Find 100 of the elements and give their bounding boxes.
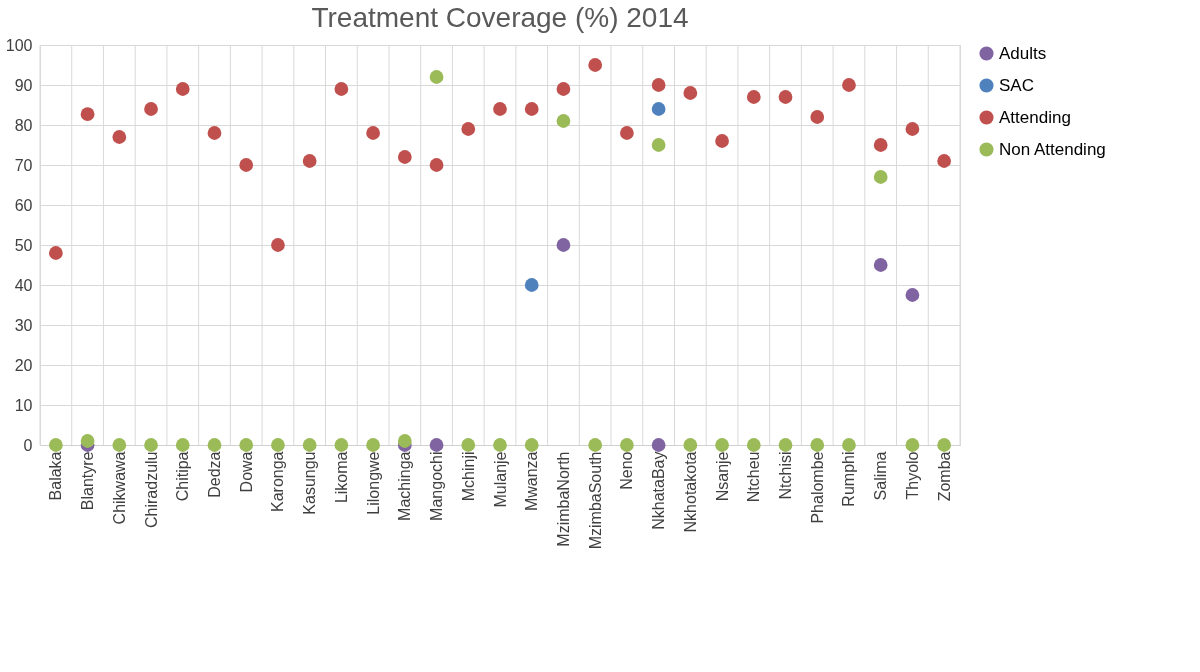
point <box>429 70 444 84</box>
x-tick-label: Zomba <box>935 451 953 502</box>
point <box>239 438 254 452</box>
point <box>112 438 127 452</box>
point <box>842 438 856 452</box>
point <box>905 122 920 136</box>
y-tick-label: 80 <box>14 116 33 134</box>
point <box>144 102 158 116</box>
point <box>810 110 825 124</box>
point <box>334 82 349 96</box>
point <box>620 126 634 140</box>
y-tick-label: 60 <box>14 196 33 214</box>
point <box>588 58 603 72</box>
point <box>715 134 729 148</box>
point <box>683 438 698 452</box>
x-tick-label: Chiradzulu <box>142 451 160 528</box>
y-tick-label: 70 <box>14 156 33 174</box>
y-tick-label: 30 <box>14 316 33 334</box>
x-tick-label: Machinga <box>396 451 414 521</box>
x-tick-label: Chitipa <box>174 451 192 502</box>
x-tick-label: MzimbaSouth <box>586 451 604 550</box>
chart-title: Treatment Coverage (%) 2014 <box>311 2 689 33</box>
point <box>397 150 412 164</box>
point <box>556 82 571 96</box>
x-tick-label: Dowa <box>237 451 255 493</box>
point <box>207 126 222 140</box>
x-tick-label: Ntcheu <box>745 451 763 503</box>
point <box>651 138 666 152</box>
x-tick-label: Chikwawa <box>110 451 128 525</box>
point <box>48 438 63 452</box>
x-tick-label: Ntchisi <box>777 451 795 500</box>
point <box>493 438 507 452</box>
point <box>175 438 190 452</box>
point <box>302 154 317 168</box>
point <box>778 90 793 104</box>
point <box>397 434 412 448</box>
point <box>746 90 761 104</box>
x-tick-label: Karonga <box>269 451 287 512</box>
point <box>556 238 571 252</box>
x-tick-label: Phalombe <box>808 451 826 524</box>
x-tick-label: Rumphi <box>840 451 858 507</box>
point <box>80 434 95 448</box>
point <box>556 114 571 128</box>
y-tick-label: 0 <box>23 436 33 454</box>
x-tick-label: Mwanza <box>523 451 541 512</box>
y-tick-label: 90 <box>14 76 33 94</box>
point <box>48 246 63 260</box>
point <box>112 130 127 144</box>
point <box>80 107 95 122</box>
x-tick-label: Mangochi <box>428 451 446 521</box>
y-tick-label: 40 <box>14 276 33 294</box>
point <box>334 438 349 452</box>
point <box>588 438 603 452</box>
x-tick-label: Thyolo <box>903 451 921 500</box>
y-tick-label: 100 <box>5 36 33 54</box>
point <box>905 438 920 452</box>
x-tick-label: Nkhotakota <box>681 451 699 533</box>
point <box>366 126 380 140</box>
point <box>810 438 825 452</box>
x-tick-label: Salima <box>872 451 890 501</box>
point <box>366 438 380 452</box>
x-tick-label: Blantyre <box>79 451 97 511</box>
x-tick-label: Mulanje <box>491 451 509 508</box>
y-tick-label: 10 <box>14 396 33 414</box>
x-tick-label: Kasungu <box>301 451 319 515</box>
point <box>461 122 476 136</box>
point <box>175 82 190 96</box>
x-tick-label: Mchinji <box>459 451 477 502</box>
legend-label: Non Attending <box>999 139 1106 159</box>
point <box>683 86 698 100</box>
point <box>873 258 888 272</box>
x-tick-label: NkhataBay <box>650 451 668 530</box>
point <box>271 438 285 452</box>
point <box>620 438 634 452</box>
point <box>778 438 793 452</box>
x-tick-label: Likoma <box>332 451 350 504</box>
x-tick-label: Neno <box>618 451 636 490</box>
point <box>239 158 254 172</box>
x-tick-label: Dedza <box>205 451 223 498</box>
legend-label: SAC <box>999 75 1034 95</box>
y-tick-label: 20 <box>14 356 33 374</box>
point <box>651 78 666 92</box>
legend-label: Adults <box>999 43 1047 63</box>
point <box>937 438 952 452</box>
x-tick-label: Nsanje <box>713 451 731 502</box>
point <box>524 278 539 292</box>
point <box>429 158 444 172</box>
point <box>144 438 158 452</box>
point <box>271 238 285 252</box>
x-tick-label: Balaka <box>47 451 65 501</box>
point <box>905 288 920 302</box>
point <box>302 438 317 452</box>
x-tick-label: MzimbaNorth <box>554 451 572 547</box>
point <box>207 438 222 452</box>
point <box>524 102 539 116</box>
legend-label: Attending <box>999 107 1071 127</box>
point <box>873 170 888 184</box>
point <box>429 438 444 452</box>
point <box>651 102 666 116</box>
point <box>937 154 952 168</box>
